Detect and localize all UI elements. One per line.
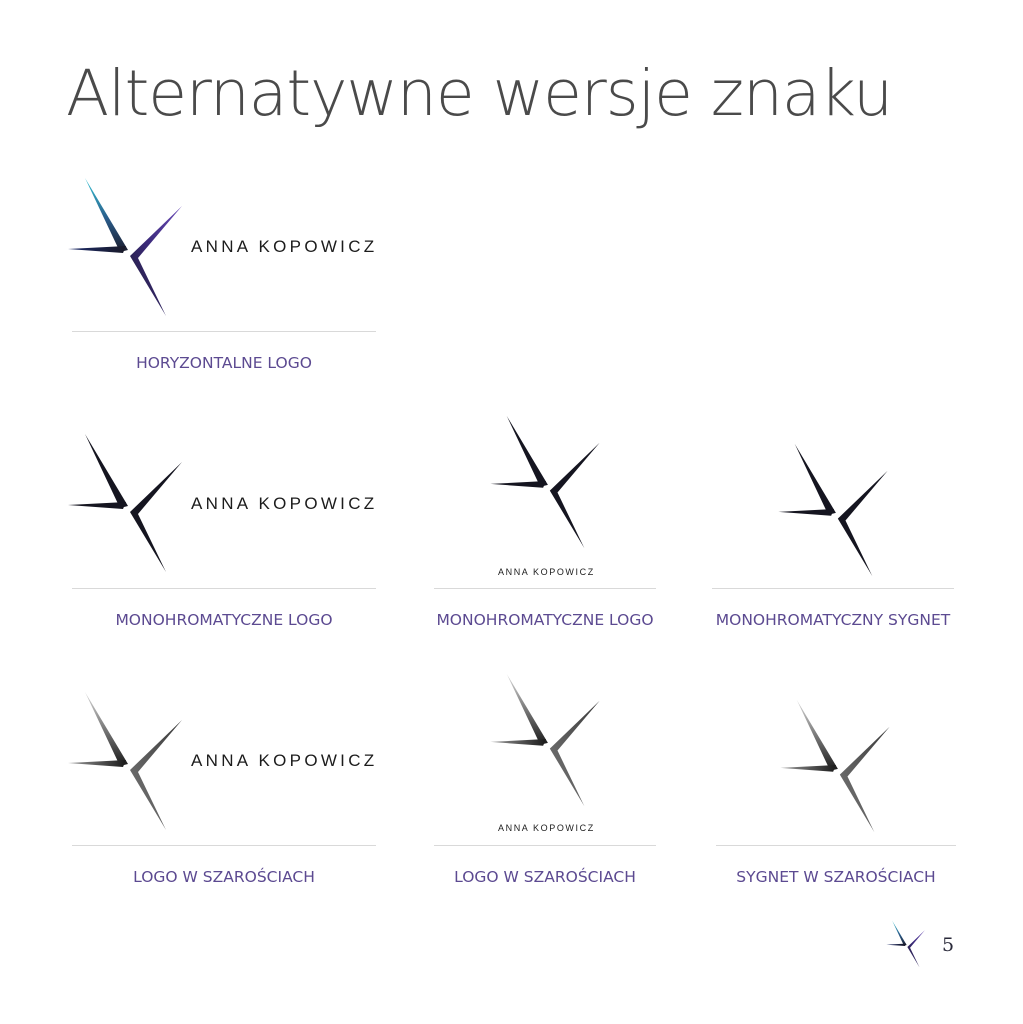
page-title: Alternatywne wersje znaku — [66, 57, 893, 130]
brand-wordmark: ANNA KOPOWICZ — [191, 494, 378, 513]
variant-caption: MONOHROMATYCZNE LOGO — [436, 611, 654, 629]
divider — [434, 588, 656, 589]
divider — [712, 588, 954, 589]
divider — [72, 331, 376, 332]
brand-mark-mono — [68, 434, 182, 572]
variant-caption: LOGO W SZAROŚCIACH — [133, 868, 315, 886]
page-number: 5 — [942, 934, 955, 956]
variant-caption: MONOHROMATYCZNY SYGNET — [715, 611, 951, 629]
brand-wordmark: ANNA KOPOWICZ — [498, 823, 595, 833]
divider — [716, 845, 956, 846]
brand-mark-grayscale — [490, 673, 600, 807]
divider — [72, 588, 376, 589]
brand-wordmark: ANNA KOPOWICZ — [191, 237, 378, 256]
divider — [72, 845, 376, 846]
brand-mark-mono — [778, 443, 888, 577]
variant-caption: HORYZONTALNE LOGO — [136, 354, 312, 372]
brand-wordmark: ANNA KOPOWICZ — [191, 751, 378, 770]
variant-caption: SYGNET W SZAROŚCIACH — [736, 868, 936, 886]
footer-brand-icon — [886, 920, 925, 968]
brand-mark-grayscale — [780, 699, 890, 833]
variant-caption: MONOHROMATYCZNE LOGO — [115, 611, 333, 629]
divider — [434, 845, 656, 846]
brand-wordmark: ANNA KOPOWICZ — [498, 567, 595, 577]
brand-mark-grayscale — [68, 692, 182, 830]
variant-caption: LOGO W SZAROŚCIACH — [454, 868, 636, 886]
brand-mark-mono — [490, 415, 600, 549]
brand-mark-color — [68, 178, 182, 316]
